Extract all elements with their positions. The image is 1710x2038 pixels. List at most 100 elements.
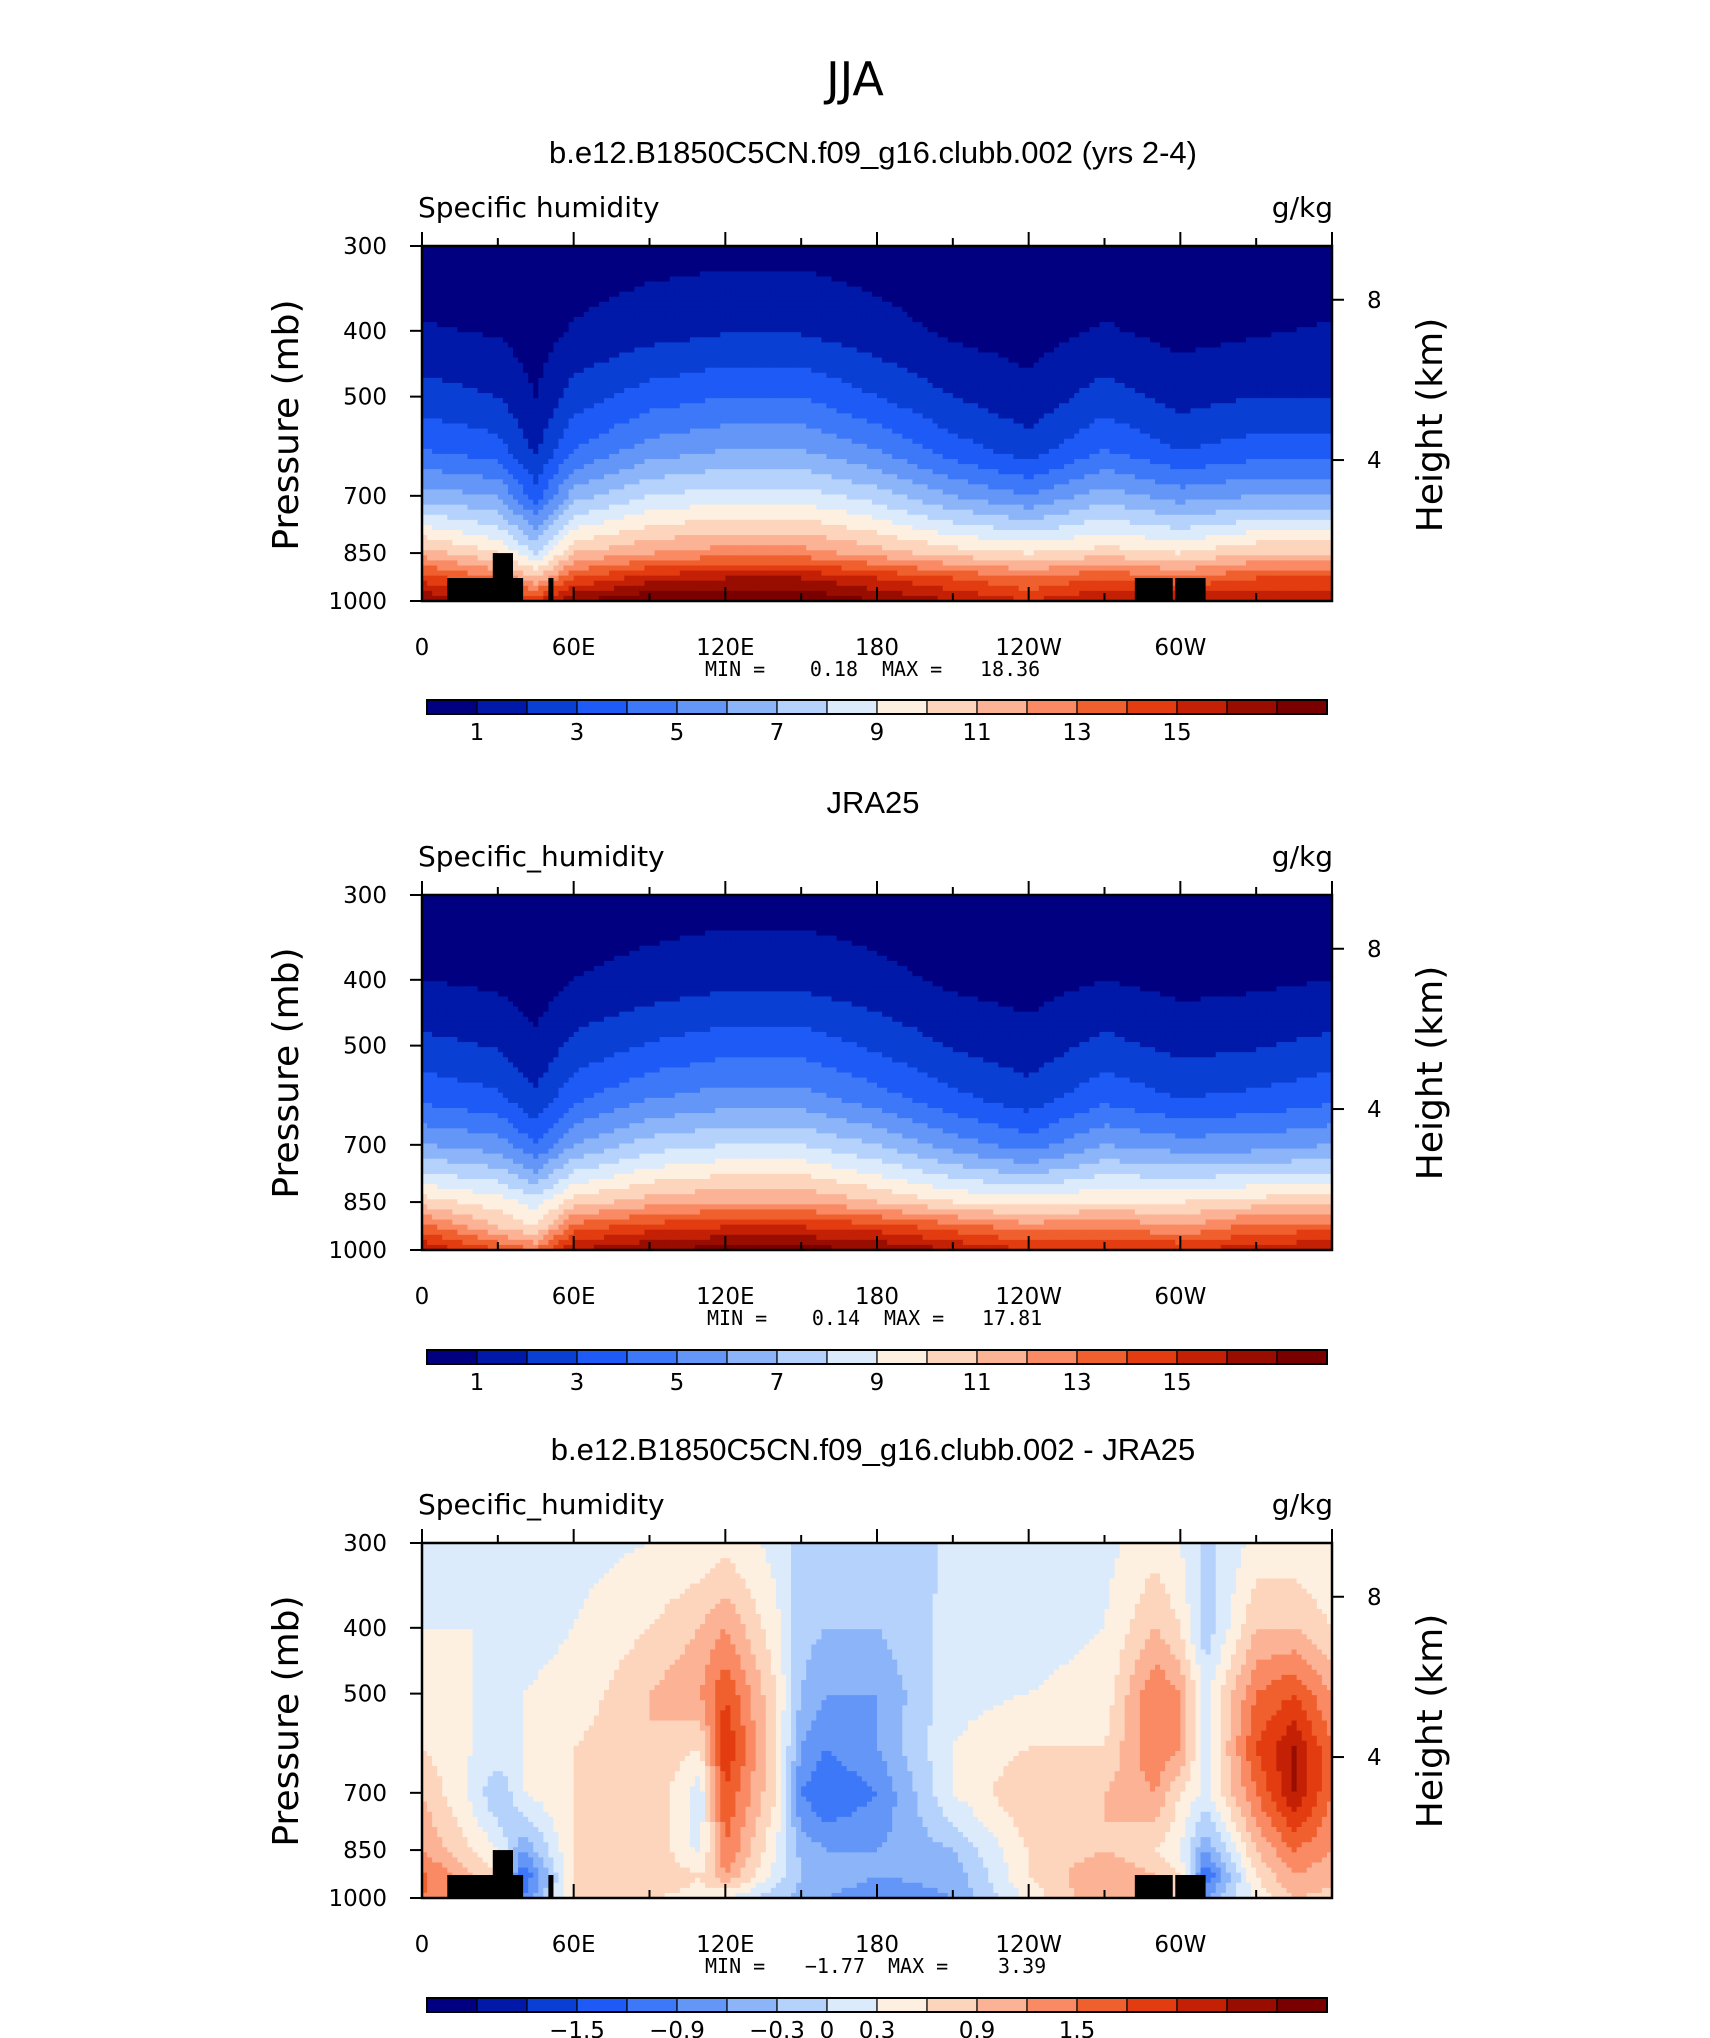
field-cell [1120,251,1126,257]
field-cell [548,261,554,267]
field-cell [478,251,484,257]
field-cell [599,261,605,267]
field-cell [1226,256,1232,262]
field-cell [1206,266,1212,272]
field-cell [690,261,696,267]
field-cell [1281,256,1287,262]
field-cell [988,266,994,272]
field-cell [1206,251,1212,257]
field-cell [1231,261,1237,267]
field-cell [1221,266,1227,272]
field-cell [1074,261,1080,267]
field-cell [1261,256,1267,262]
field-cell [1155,261,1161,267]
field-cell [1221,251,1227,257]
field-cell [933,251,939,257]
field-cell [741,251,747,257]
field-cell [1185,251,1191,257]
field-cell [776,251,782,257]
field-cell [867,256,873,262]
field-cell [1074,256,1080,262]
field-cell [1079,261,1085,267]
field-cell [660,266,666,272]
field-cell [988,261,994,267]
field-cell [670,261,676,267]
field-cell [1115,261,1121,267]
field-cell [872,266,878,272]
field-cell [574,266,580,272]
field-cell [1292,261,1298,267]
field-cell [1099,261,1105,267]
field-cell [887,266,893,272]
field-cell [857,256,863,262]
field-cell [781,256,787,262]
field-cell [437,251,443,257]
field-cell [826,251,832,257]
field-cell [1180,251,1186,257]
field-cell [483,266,489,272]
field-cell [751,261,757,267]
field-cell [1231,251,1237,257]
field-cell [594,251,600,257]
field-cell [715,266,721,272]
field-cell [1231,256,1237,262]
field-cell [1297,256,1303,262]
field-cell [599,266,605,272]
field-cell [857,266,863,272]
field-cell [741,256,747,262]
field-cell [993,266,999,272]
field-cell [584,251,590,257]
field-cell [741,266,747,272]
field-cell [1130,256,1136,262]
field-cell [513,261,519,267]
field-cell [1039,251,1045,257]
field-cell [1089,256,1095,262]
field-cell [1150,266,1156,272]
field-cell [811,256,817,262]
field-cell [912,261,918,267]
field-cell [847,261,853,267]
field-cell [579,266,585,272]
field-cell [478,256,484,262]
field-cell [574,256,580,262]
field-cell [1019,251,1025,257]
field-cell [1317,251,1323,257]
field-cell [1246,261,1252,267]
field-cell [1246,256,1252,262]
field-cell [629,266,635,272]
field-cell [715,261,721,267]
field-cell [553,251,559,257]
field-cell [837,251,843,257]
field-cell [826,256,832,262]
field-cell [751,256,757,262]
field-cell [892,266,898,272]
field-cell [1029,266,1035,272]
field-cell [624,256,630,262]
field-cell [1160,266,1166,272]
field-cell [1059,266,1065,272]
field-cell [1170,266,1176,272]
field-cell [629,251,635,257]
field-cell [771,261,777,267]
field-cell [1165,251,1171,257]
field-cell [1008,251,1014,257]
field-cell [644,261,650,267]
field-cell [665,256,671,262]
field-cell [518,256,524,262]
field-cell [933,261,939,267]
field-cell [432,266,438,272]
field-cell [1241,261,1247,267]
field-cell [599,256,605,262]
field-cell [862,266,868,272]
field-cell [548,251,554,257]
panel-1: b.e12.B1850C5CN.f09_g16.clubb.002 (yrs 2… [266,135,1451,746]
field-cell [1175,266,1181,272]
field-cell [1165,266,1171,272]
field-cell [473,251,479,257]
field-cell [958,266,964,272]
field-cell [761,256,767,262]
field-cell [1044,251,1050,257]
field-cell [447,266,453,272]
field-cell [1024,256,1030,262]
field-cell [761,266,767,272]
